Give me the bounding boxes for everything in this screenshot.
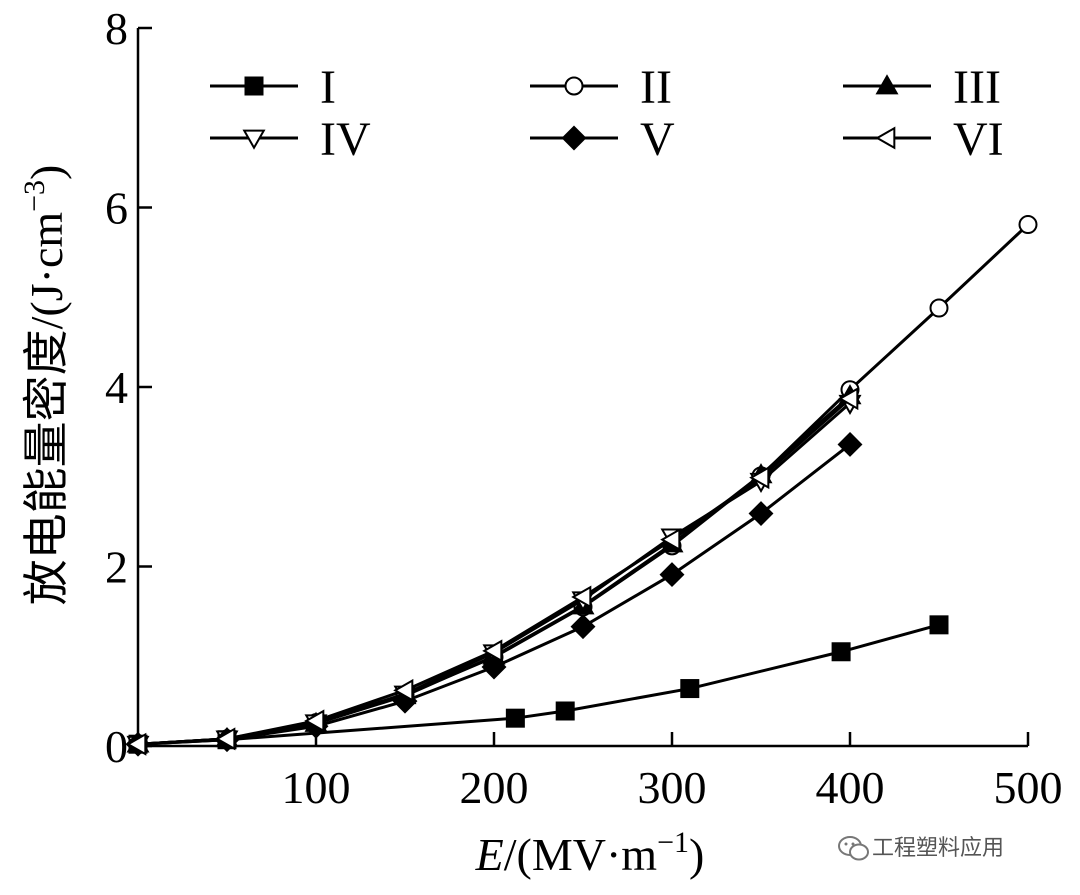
legend-label: IV <box>320 113 371 166</box>
y-tick-label: 6 <box>105 183 128 234</box>
y-tick-label: 0 <box>105 721 128 772</box>
legend-marker <box>564 76 584 96</box>
data-point <box>215 727 236 751</box>
series-VI <box>126 387 859 756</box>
y-tick-label: 8 <box>105 3 128 54</box>
legend-item: III <box>843 61 1001 114</box>
legend-label: I <box>320 61 336 114</box>
data-point <box>482 639 503 663</box>
legend-marker <box>561 125 587 151</box>
legend-marker <box>875 74 899 95</box>
data-point <box>680 679 700 699</box>
series-III <box>126 384 862 753</box>
legend-item: IV <box>210 113 371 166</box>
data-point <box>304 709 325 733</box>
series-line <box>137 223 1030 746</box>
series-line <box>137 623 940 746</box>
y-tick-label: 2 <box>105 542 128 593</box>
x-ticks: 100 200 300 400 500 <box>282 732 1063 813</box>
data-point <box>481 654 507 680</box>
x-tick-label: 500 <box>994 762 1063 813</box>
legend-item: V <box>530 113 675 166</box>
legend-item: VI <box>843 113 1004 166</box>
data-point <box>837 431 863 457</box>
data-point <box>749 466 770 490</box>
legend-label: VI <box>953 113 1004 166</box>
legend-marker <box>875 126 896 150</box>
legend-marker <box>244 76 264 96</box>
data-point <box>126 732 147 756</box>
x-tick-label: 200 <box>460 762 529 813</box>
series-line <box>137 402 851 746</box>
legend-item: I <box>210 61 336 114</box>
data-point <box>831 642 851 662</box>
legend-label: II <box>640 61 672 114</box>
series-II <box>128 215 1038 754</box>
data-point <box>570 614 596 640</box>
data-point <box>555 701 575 721</box>
y-axis-title: 放电能量密度/(J·cm−3) <box>18 165 72 606</box>
legend-label: V <box>640 113 675 166</box>
series-group <box>125 215 1038 757</box>
legend-marker <box>242 129 266 150</box>
data-point <box>393 678 414 702</box>
data-point <box>571 585 592 609</box>
data-point <box>838 387 859 411</box>
series-line <box>137 394 851 746</box>
y-ticks: 0 2 4 6 8 <box>105 3 152 772</box>
x-tick-label: 300 <box>638 762 707 813</box>
data-point <box>929 615 949 635</box>
x-tick-label: 100 <box>282 762 351 813</box>
watermark: 工程塑料应用 <box>838 836 1004 861</box>
data-point <box>748 501 774 527</box>
data-point <box>929 298 949 318</box>
series-IV <box>126 394 862 756</box>
data-point <box>659 562 685 588</box>
x-axis-title: E/(MV·m−1) <box>475 826 705 880</box>
data-point <box>660 528 681 552</box>
wechat-icon <box>838 836 869 861</box>
legend-item: II <box>530 61 672 114</box>
y-tick-label: 4 <box>105 362 128 413</box>
data-point <box>1018 215 1038 235</box>
legend-label: III <box>953 61 1001 114</box>
watermark-text: 工程塑料应用 <box>872 836 1004 861</box>
x-tick-label: 400 <box>816 762 885 813</box>
data-point <box>505 708 525 728</box>
series-line <box>137 397 851 746</box>
